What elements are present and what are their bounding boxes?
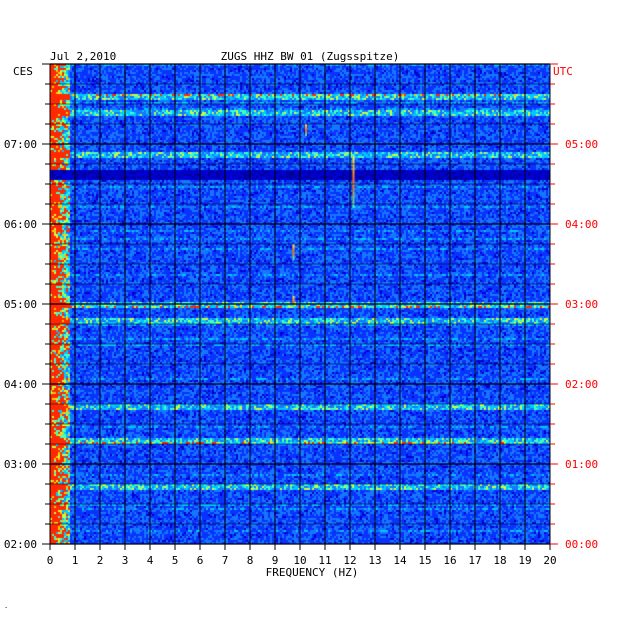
- x-tick-label: 3: [122, 554, 129, 567]
- left-time-tick-label: 02:00: [4, 538, 37, 551]
- x-tick-label: 20: [543, 554, 556, 567]
- x-tick-label: 14: [393, 554, 407, 567]
- x-tick-label: 6: [197, 554, 204, 567]
- x-tick-label: 19: [518, 554, 531, 567]
- left-time-tick-label: 05:00: [4, 298, 37, 311]
- left-time-tick-label: 04:00: [4, 378, 37, 391]
- x-tick-label: 1: [72, 554, 79, 567]
- chart-station-title: ZUGS HHZ BW 01 (Zugsspitze): [221, 50, 400, 63]
- x-tick-label: 7: [222, 554, 229, 567]
- left-time-tick-label: 03:00: [4, 458, 37, 471]
- heatmap-axes: 07:00 06:00 05:00 04:00 03:00 02:00 05:00 04:00…: [4, 63, 598, 567]
- x-tick-label: 17: [468, 554, 481, 567]
- right-time-tick-label: 04:00: [565, 218, 598, 231]
- x-tick-label: 0: [47, 554, 54, 567]
- x-tick-label: 9: [272, 554, 279, 567]
- right-time-tick-label: 05:00: [565, 138, 598, 151]
- x-tick-label: 8: [247, 554, 254, 567]
- right-zone-label: UTC: [553, 65, 573, 78]
- corner-mark: ·: [4, 604, 9, 612]
- right-time-tick-label: 00:00: [565, 538, 598, 551]
- left-time-tick-label: 07:00: [4, 138, 37, 151]
- x-tick-label: 10: [293, 554, 306, 567]
- right-time-tick-label: 01:00: [565, 458, 598, 471]
- x-tick-label: 2: [97, 554, 104, 567]
- left-time-tick-label: 06:00: [4, 218, 37, 231]
- heatmap-gridlines: [49, 63, 551, 545]
- x-tick-label: 13: [368, 554, 381, 567]
- x-tick-label: 16: [443, 554, 456, 567]
- chart-date: Jul 2,2010: [50, 50, 116, 63]
- x-tick-label: 12: [343, 554, 356, 567]
- right-time-tick-label: 03:00: [565, 298, 598, 311]
- x-tick-label: 15: [418, 554, 431, 567]
- x-tick-label: 11: [318, 554, 331, 567]
- right-time-tick-label: 02:00: [565, 378, 598, 391]
- x-tick-label: 4: [147, 554, 154, 567]
- left-zone-label: CES: [13, 65, 33, 78]
- x-axis-label: FREQUENCY (HZ): [266, 566, 359, 579]
- x-tick-label: 18: [493, 554, 506, 567]
- x-tick-label: 5: [172, 554, 179, 567]
